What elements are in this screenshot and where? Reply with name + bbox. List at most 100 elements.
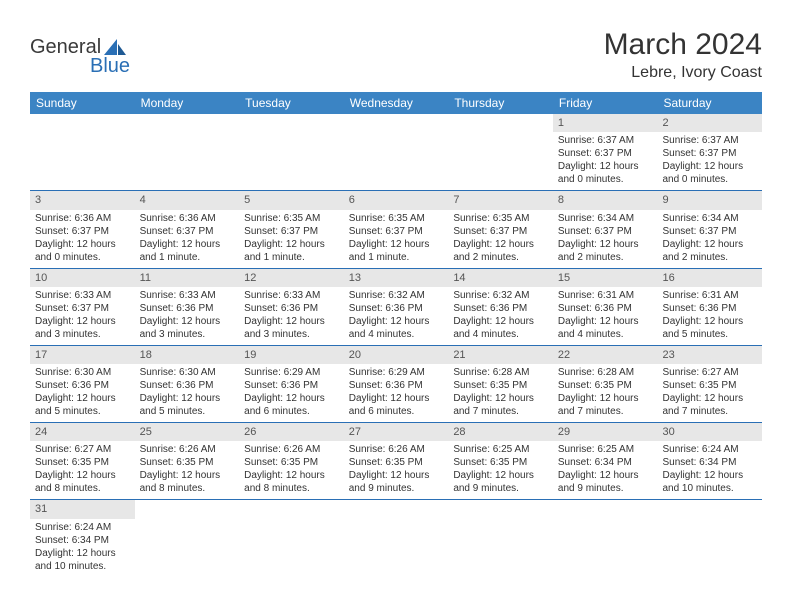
calendar-empty bbox=[448, 114, 553, 190]
day-number: 10 bbox=[30, 269, 135, 287]
day-number: 6 bbox=[344, 191, 449, 209]
daylight-text: Daylight: 12 hours and 2 minutes. bbox=[558, 238, 653, 264]
sunrise-text: Sunrise: 6:30 AM bbox=[35, 366, 130, 379]
calendar-day: 28Sunrise: 6:25 AMSunset: 6:35 PMDayligh… bbox=[448, 423, 553, 499]
header: GeneralBlue March 2024 Lebre, Ivory Coas… bbox=[30, 28, 762, 82]
day-info: Sunrise: 6:28 AMSunset: 6:35 PMDaylight:… bbox=[553, 364, 658, 422]
calendar-empty bbox=[553, 500, 658, 576]
weekday-header: Saturday bbox=[657, 92, 762, 114]
sunset-text: Sunset: 6:35 PM bbox=[558, 379, 653, 392]
day-info: Sunrise: 6:27 AMSunset: 6:35 PMDaylight:… bbox=[30, 441, 135, 499]
daylight-text: Daylight: 12 hours and 4 minutes. bbox=[453, 315, 548, 341]
daylight-text: Daylight: 12 hours and 5 minutes. bbox=[35, 392, 130, 418]
daylight-text: Daylight: 12 hours and 7 minutes. bbox=[662, 392, 757, 418]
calendar-day: 5Sunrise: 6:35 AMSunset: 6:37 PMDaylight… bbox=[239, 191, 344, 267]
sunrise-text: Sunrise: 6:24 AM bbox=[35, 521, 130, 534]
calendar-day: 9Sunrise: 6:34 AMSunset: 6:37 PMDaylight… bbox=[657, 191, 762, 267]
sunset-text: Sunset: 6:36 PM bbox=[349, 379, 444, 392]
day-number: 20 bbox=[344, 346, 449, 364]
sunrise-text: Sunrise: 6:26 AM bbox=[140, 443, 235, 456]
sunset-text: Sunset: 6:34 PM bbox=[35, 534, 130, 547]
sunrise-text: Sunrise: 6:32 AM bbox=[453, 289, 548, 302]
calendar-empty bbox=[239, 114, 344, 190]
calendar-row: 17Sunrise: 6:30 AMSunset: 6:36 PMDayligh… bbox=[30, 346, 762, 423]
day-number: 5 bbox=[239, 191, 344, 209]
calendar-day: 31Sunrise: 6:24 AMSunset: 6:34 PMDayligh… bbox=[30, 500, 135, 576]
calendar-day: 15Sunrise: 6:31 AMSunset: 6:36 PMDayligh… bbox=[553, 269, 658, 345]
sunrise-text: Sunrise: 6:31 AM bbox=[558, 289, 653, 302]
daylight-text: Daylight: 12 hours and 3 minutes. bbox=[35, 315, 130, 341]
sunrise-text: Sunrise: 6:27 AM bbox=[35, 443, 130, 456]
calendar-empty bbox=[448, 500, 553, 576]
calendar-body: 1Sunrise: 6:37 AMSunset: 6:37 PMDaylight… bbox=[30, 114, 762, 577]
calendar-day: 25Sunrise: 6:26 AMSunset: 6:35 PMDayligh… bbox=[135, 423, 240, 499]
sunrise-text: Sunrise: 6:33 AM bbox=[35, 289, 130, 302]
logo-sail-icon bbox=[102, 37, 128, 57]
day-info: Sunrise: 6:29 AMSunset: 6:36 PMDaylight:… bbox=[344, 364, 449, 422]
calendar-day: 8Sunrise: 6:34 AMSunset: 6:37 PMDaylight… bbox=[553, 191, 658, 267]
day-number: 30 bbox=[657, 423, 762, 441]
sunrise-text: Sunrise: 6:28 AM bbox=[558, 366, 653, 379]
day-number: 9 bbox=[657, 191, 762, 209]
day-info: Sunrise: 6:28 AMSunset: 6:35 PMDaylight:… bbox=[448, 364, 553, 422]
sunrise-text: Sunrise: 6:37 AM bbox=[662, 134, 757, 147]
logo: GeneralBlue bbox=[30, 36, 130, 78]
calendar-day: 17Sunrise: 6:30 AMSunset: 6:36 PMDayligh… bbox=[30, 346, 135, 422]
day-number: 29 bbox=[553, 423, 658, 441]
sunset-text: Sunset: 6:36 PM bbox=[140, 302, 235, 315]
sunrise-text: Sunrise: 6:26 AM bbox=[244, 443, 339, 456]
calendar-day: 7Sunrise: 6:35 AMSunset: 6:37 PMDaylight… bbox=[448, 191, 553, 267]
calendar-empty bbox=[344, 114, 449, 190]
sunset-text: Sunset: 6:34 PM bbox=[662, 456, 757, 469]
sunset-text: Sunset: 6:37 PM bbox=[140, 225, 235, 238]
daylight-text: Daylight: 12 hours and 7 minutes. bbox=[558, 392, 653, 418]
sunset-text: Sunset: 6:35 PM bbox=[244, 456, 339, 469]
daylight-text: Daylight: 12 hours and 2 minutes. bbox=[662, 238, 757, 264]
calendar-day: 26Sunrise: 6:26 AMSunset: 6:35 PMDayligh… bbox=[239, 423, 344, 499]
calendar-day: 16Sunrise: 6:31 AMSunset: 6:36 PMDayligh… bbox=[657, 269, 762, 345]
day-number: 28 bbox=[448, 423, 553, 441]
day-info: Sunrise: 6:29 AMSunset: 6:36 PMDaylight:… bbox=[239, 364, 344, 422]
sunset-text: Sunset: 6:36 PM bbox=[35, 379, 130, 392]
day-info: Sunrise: 6:34 AMSunset: 6:37 PMDaylight:… bbox=[657, 210, 762, 268]
daylight-text: Daylight: 12 hours and 0 minutes. bbox=[35, 238, 130, 264]
daylight-text: Daylight: 12 hours and 10 minutes. bbox=[35, 547, 130, 573]
day-info: Sunrise: 6:26 AMSunset: 6:35 PMDaylight:… bbox=[344, 441, 449, 499]
day-info: Sunrise: 6:26 AMSunset: 6:35 PMDaylight:… bbox=[239, 441, 344, 499]
daylight-text: Daylight: 12 hours and 4 minutes. bbox=[349, 315, 444, 341]
day-info: Sunrise: 6:33 AMSunset: 6:36 PMDaylight:… bbox=[239, 287, 344, 345]
daylight-text: Daylight: 12 hours and 3 minutes. bbox=[244, 315, 339, 341]
sunrise-text: Sunrise: 6:27 AM bbox=[662, 366, 757, 379]
sunset-text: Sunset: 6:36 PM bbox=[140, 379, 235, 392]
sunrise-text: Sunrise: 6:28 AM bbox=[453, 366, 548, 379]
day-number: 22 bbox=[553, 346, 658, 364]
calendar-day: 11Sunrise: 6:33 AMSunset: 6:36 PMDayligh… bbox=[135, 269, 240, 345]
day-info: Sunrise: 6:36 AMSunset: 6:37 PMDaylight:… bbox=[30, 210, 135, 268]
sunset-text: Sunset: 6:36 PM bbox=[244, 302, 339, 315]
day-number: 2 bbox=[657, 114, 762, 132]
calendar-empty bbox=[657, 500, 762, 576]
calendar-day: 24Sunrise: 6:27 AMSunset: 6:35 PMDayligh… bbox=[30, 423, 135, 499]
sunrise-text: Sunrise: 6:35 AM bbox=[453, 212, 548, 225]
calendar-header-row: SundayMondayTuesdayWednesdayThursdayFrid… bbox=[30, 92, 762, 114]
daylight-text: Daylight: 12 hours and 0 minutes. bbox=[662, 160, 757, 186]
calendar-day: 21Sunrise: 6:28 AMSunset: 6:35 PMDayligh… bbox=[448, 346, 553, 422]
calendar-day: 20Sunrise: 6:29 AMSunset: 6:36 PMDayligh… bbox=[344, 346, 449, 422]
day-info: Sunrise: 6:30 AMSunset: 6:36 PMDaylight:… bbox=[30, 364, 135, 422]
daylight-text: Daylight: 12 hours and 2 minutes. bbox=[453, 238, 548, 264]
sunset-text: Sunset: 6:35 PM bbox=[453, 456, 548, 469]
calendar-row: 10Sunrise: 6:33 AMSunset: 6:37 PMDayligh… bbox=[30, 269, 762, 346]
sunrise-text: Sunrise: 6:29 AM bbox=[349, 366, 444, 379]
day-number: 19 bbox=[239, 346, 344, 364]
day-info: Sunrise: 6:37 AMSunset: 6:37 PMDaylight:… bbox=[657, 132, 762, 190]
sunrise-text: Sunrise: 6:37 AM bbox=[558, 134, 653, 147]
calendar-day: 12Sunrise: 6:33 AMSunset: 6:36 PMDayligh… bbox=[239, 269, 344, 345]
sunset-text: Sunset: 6:34 PM bbox=[558, 456, 653, 469]
sunrise-text: Sunrise: 6:26 AM bbox=[349, 443, 444, 456]
calendar-row: 24Sunrise: 6:27 AMSunset: 6:35 PMDayligh… bbox=[30, 423, 762, 500]
daylight-text: Daylight: 12 hours and 8 minutes. bbox=[140, 469, 235, 495]
calendar-day: 10Sunrise: 6:33 AMSunset: 6:37 PMDayligh… bbox=[30, 269, 135, 345]
sunset-text: Sunset: 6:36 PM bbox=[558, 302, 653, 315]
weekday-header: Wednesday bbox=[344, 92, 449, 114]
sunset-text: Sunset: 6:37 PM bbox=[453, 225, 548, 238]
